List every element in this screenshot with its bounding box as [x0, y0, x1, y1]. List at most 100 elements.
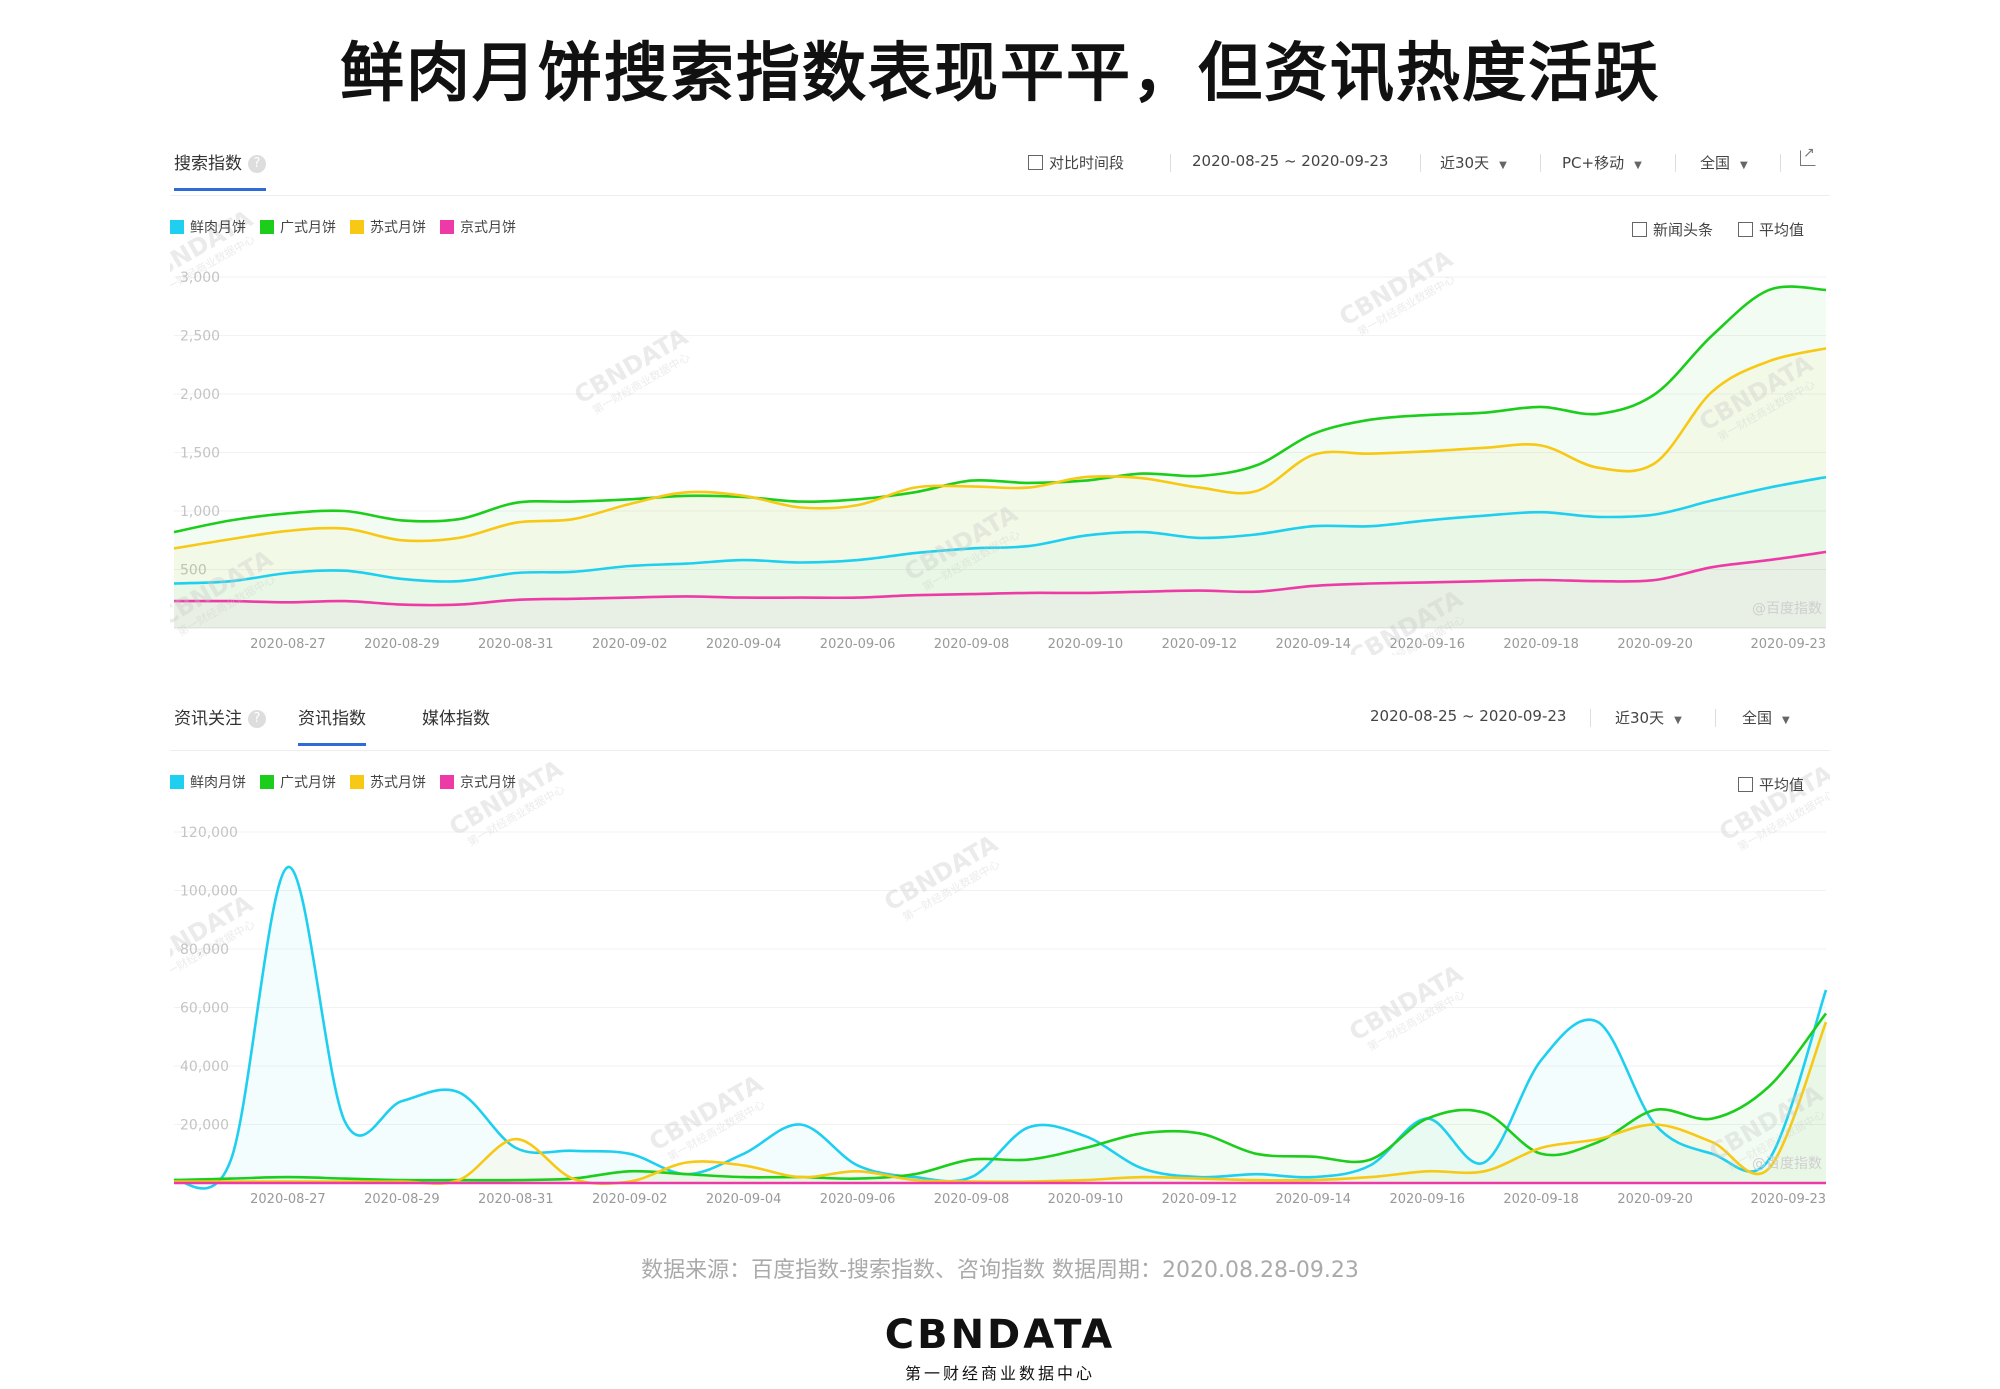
divider [1590, 709, 1591, 727]
divider [1170, 154, 1171, 172]
divider [1715, 709, 1716, 727]
x-tick-label: 2020-09-04 [706, 1192, 782, 1207]
search-index-toolbar: 搜索指数? 对比时间段 2020-08-25 ~ 2020-09-23 近30天… [170, 135, 1830, 196]
legend-item[interactable]: 京式月饼 [440, 772, 516, 792]
x-tick-label: 2020-09-12 [1162, 637, 1238, 652]
series-line-1[interactable] [173, 285, 1827, 534]
region-select[interactable]: 全国 ▼ [1742, 707, 1790, 728]
period-select-value: 近30天 [1615, 709, 1665, 727]
legend: 鲜肉月饼 广式月饼 苏式月饼 京式月饼 [170, 772, 530, 792]
checkbox-icon [1738, 222, 1753, 237]
compare-period-label: 对比时间段 [1049, 154, 1125, 172]
series-line-3[interactable] [173, 550, 1827, 607]
date-range-picker[interactable]: 2020-08-25 ~ 2020-09-23 [1370, 707, 1567, 725]
y-tick-label: 20,000 [180, 1118, 229, 1134]
tab-news-attention-label: 资讯关注 [174, 709, 242, 729]
series-area-1 [174, 1013, 1826, 1183]
x-tick-label: 2020-09-06 [820, 637, 896, 652]
x-tick-label: 2020-08-29 [364, 637, 440, 652]
region-select[interactable]: 全国 ▼ [1700, 152, 1748, 173]
average-checkbox[interactable]: 平均值 [1738, 774, 1804, 795]
series-area-0 [174, 477, 1826, 628]
legend-label: 京式月饼 [460, 775, 516, 791]
logo-subtitle: 第一财经商业数据中心 [904, 1364, 1095, 1383]
y-tick-label: 100,000 [180, 884, 238, 900]
divider [1540, 154, 1541, 172]
news-index-panel: 20,000 40,000 60,000 80,000 100,000 120,000 20… [170, 690, 1830, 1210]
y-tick-label: 500 [180, 563, 207, 579]
news-index-chart: 20,000 40,000 60,000 80,000 100,000 120,000 20… [170, 754, 1830, 1207]
divider [1780, 154, 1781, 172]
x-tick-label: 2020-08-31 [478, 637, 554, 652]
series-line-2[interactable] [173, 347, 1827, 550]
series-area-0 [174, 866, 1826, 1189]
period-select[interactable]: 近30天 ▼ [1615, 707, 1682, 728]
x-tick-label: 2020-09-23 [1750, 1192, 1826, 1207]
x-tick-label: 2020-09-02 [592, 637, 668, 652]
x-tick-label: 2020-09-08 [934, 637, 1010, 652]
y-tick-label: 2,500 [180, 329, 220, 345]
series-line-0[interactable] [173, 475, 1827, 585]
average-label: 平均值 [1759, 776, 1805, 794]
data-source-note: 数据来源：百度指数-搜索指数、咨询指数 数据周期：2020.08.28-09.2… [641, 1258, 1359, 1283]
help-icon[interactable]: ? [248, 155, 266, 173]
cbndata-logo: CBNDATA 第一财经商业数据中心 [0, 1312, 2000, 1384]
x-tick-label: 2020-09-08 [934, 1192, 1010, 1207]
legend-item[interactable]: 广式月饼 [260, 217, 336, 237]
legend-swatch [170, 775, 184, 789]
series-line-2[interactable] [174, 1021, 1828, 1186]
legend-item[interactable]: 广式月饼 [260, 772, 336, 792]
legend-item[interactable]: 京式月饼 [440, 217, 516, 237]
legend-label: 鲜肉月饼 [190, 220, 246, 236]
legend-label: 京式月饼 [460, 220, 516, 236]
x-tick-label: 2020-09-02 [592, 1192, 668, 1207]
caret-down-icon: ▼ [1674, 715, 1682, 726]
legend: 鲜肉月饼 广式月饼 苏式月饼 京式月饼 [170, 217, 530, 237]
period-select-value: 近30天 [1440, 154, 1490, 172]
device-select-value: PC+移动 [1562, 154, 1625, 172]
checkbox-icon [1028, 155, 1043, 170]
compare-period-checkbox[interactable]: 对比时间段 [1028, 152, 1124, 173]
x-tick-label: 2020-09-16 [1389, 637, 1465, 652]
help-icon[interactable]: ? [248, 710, 266, 728]
logo-wordmark: CBNDATA [884, 1312, 1116, 1358]
external-link-icon[interactable] [1800, 145, 1816, 166]
tab-media-index[interactable]: 媒体指数 [422, 709, 490, 729]
legend-item[interactable]: 苏式月饼 [350, 772, 426, 792]
y-tick-label: 2,000 [180, 387, 220, 403]
x-tick-label: 2020-09-18 [1503, 637, 1579, 652]
device-select[interactable]: PC+移动 ▼ [1562, 152, 1642, 173]
legend-label: 苏式月饼 [370, 775, 426, 791]
y-tick-label: 80,000 [180, 942, 229, 958]
x-tick-label: 2020-09-20 [1617, 1192, 1693, 1207]
page-title: 鲜肉月饼搜索指数表现平平，但资讯热度活跃 [340, 37, 1660, 111]
average-checkbox[interactable]: 平均值 [1738, 219, 1804, 240]
caret-down-icon: ▼ [1782, 715, 1790, 726]
x-tick-label: 2020-08-29 [364, 1192, 440, 1207]
caret-down-icon: ▼ [1499, 160, 1507, 171]
x-tick-label: 2020-09-10 [1048, 1192, 1124, 1207]
news-headline-checkbox[interactable]: 新闻头条 [1632, 219, 1713, 240]
caret-down-icon: ▼ [1740, 160, 1748, 171]
legend-swatch [440, 220, 454, 234]
date-range-picker[interactable]: 2020-08-25 ~ 2020-09-23 [1192, 152, 1389, 170]
period-select[interactable]: 近30天 ▼ [1440, 152, 1507, 173]
x-tick-label: 2020-09-23 [1750, 637, 1826, 652]
x-tick-label: 2020-09-20 [1617, 637, 1693, 652]
tab-news-attention[interactable]: 资讯关注? [174, 704, 266, 743]
series-line-0[interactable] [173, 865, 1828, 1190]
y-tick-label: 1,500 [180, 446, 220, 462]
legend-item[interactable]: 鲜肉月饼 [170, 772, 246, 792]
legend-swatch [170, 220, 184, 234]
tab-news-index[interactable]: 资讯指数 [298, 704, 366, 746]
search-index-chart: 500 1,000 1,500 2,000 2,500 3,000 2020-08-27 20… [170, 204, 1827, 655]
y-tick-label: 120,000 [180, 825, 238, 841]
news-index-toolbar: 资讯关注? 资讯指数 媒体指数 2020-08-25 ~ 2020-09-23 … [170, 690, 1830, 751]
legend-item[interactable]: 苏式月饼 [350, 217, 426, 237]
tab-search-index[interactable]: 搜索指数? [174, 149, 266, 191]
search-index-panel: 500 1,000 1,500 2,000 2,500 3,000 2020-08-27 20… [170, 135, 1830, 655]
legend-item[interactable]: 鲜肉月饼 [170, 217, 246, 237]
